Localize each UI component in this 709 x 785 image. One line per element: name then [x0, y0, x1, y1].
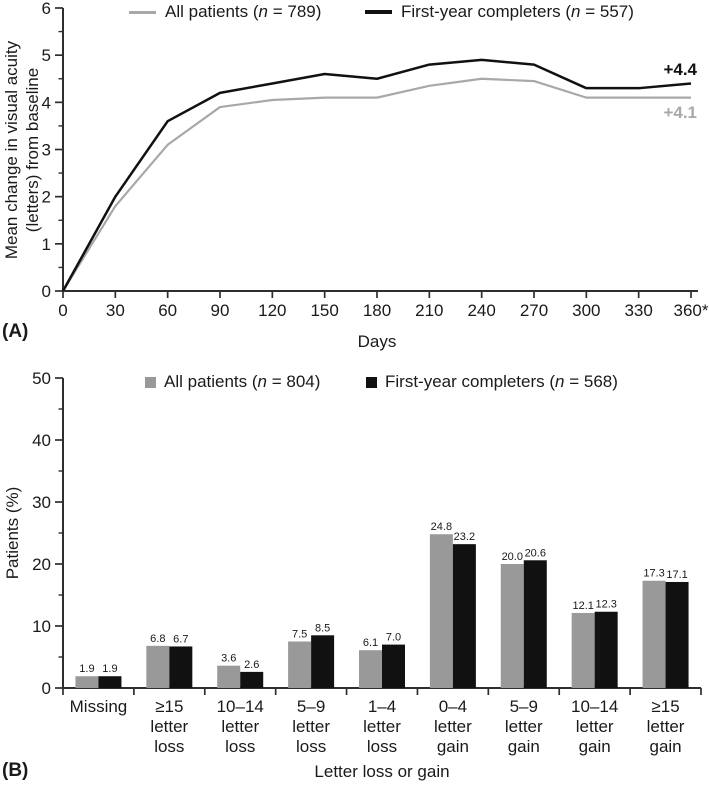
svg-text:20.0: 20.0: [502, 551, 523, 563]
panel-a-x-axis-title: Days: [357, 332, 397, 351]
svg-text:3.6: 3.6: [221, 653, 236, 665]
svg-text:17.1: 17.1: [666, 569, 687, 581]
svg-text:210: 210: [415, 301, 443, 320]
svg-text:5: 5: [42, 46, 51, 65]
svg-text:20: 20: [32, 555, 51, 574]
end-value-all-patients: +4.1: [663, 103, 697, 122]
svg-text:360*: 360*: [674, 301, 709, 320]
svg-text:240: 240: [467, 301, 495, 320]
svg-text:300: 300: [572, 301, 600, 320]
svg-text:3: 3: [42, 141, 51, 160]
svg-text:6.1: 6.1: [363, 637, 378, 649]
panel-b-x-axis-title: Letter loss or gain: [314, 762, 450, 781]
svg-text:7.0: 7.0: [386, 632, 401, 644]
panel-b-tag: (B): [2, 760, 29, 781]
legend-label: All patients (n = 789): [165, 2, 322, 21]
svg-text:120: 120: [258, 301, 286, 320]
panel-a-tag: (A): [2, 321, 29, 342]
svg-text:8.5: 8.5: [315, 622, 330, 634]
legend-label: First-year completers (n = 568): [385, 372, 618, 391]
gray-line-swatch: [129, 10, 156, 14]
svg-text:4: 4: [42, 93, 51, 112]
legend-label: All patients (n = 804): [164, 372, 321, 391]
svg-text:6.8: 6.8: [150, 633, 165, 645]
svg-text:0: 0: [58, 301, 67, 320]
panel-b-y-axis-label: Patients (%): [3, 486, 22, 580]
svg-text:1.9: 1.9: [102, 663, 117, 675]
svg-text:6.7: 6.7: [173, 633, 188, 645]
svg-text:10: 10: [32, 617, 51, 636]
svg-text:0: 0: [42, 282, 51, 301]
svg-text:20.6: 20.6: [525, 547, 546, 559]
svg-text:24.8: 24.8: [431, 521, 452, 533]
svg-text:0: 0: [42, 679, 51, 698]
legend-item-completers-a: First-year completers (n = 557): [365, 2, 634, 22]
svg-text:180: 180: [363, 301, 391, 320]
svg-text:40: 40: [32, 431, 51, 450]
svg-text:270: 270: [520, 301, 548, 320]
end-value-completers: +4.4: [663, 60, 697, 79]
svg-text:1.9: 1.9: [79, 663, 94, 675]
black-line-swatch: [365, 10, 392, 14]
legend-item-all-patients-b: All patients (n = 804): [145, 372, 320, 392]
svg-text:Missing: Missing: [70, 697, 128, 716]
svg-text:12.1: 12.1: [572, 600, 593, 612]
svg-text:2.6: 2.6: [244, 659, 259, 671]
svg-text:330: 330: [624, 301, 652, 320]
svg-text:50: 50: [32, 369, 51, 388]
svg-text:1: 1: [42, 235, 51, 254]
legend-item-all-patients-a: All patients (n = 789): [129, 2, 321, 22]
svg-text:30: 30: [32, 493, 51, 512]
panel-a-y-axis-label: Mean change in visual acuity (letters) f…: [2, 40, 42, 260]
svg-text:17.3: 17.3: [643, 568, 664, 580]
svg-text:23.2: 23.2: [454, 531, 475, 543]
svg-text:7.5: 7.5: [292, 629, 307, 641]
svg-text:12.3: 12.3: [595, 599, 616, 611]
black-square-swatch: [366, 376, 377, 388]
svg-text:90: 90: [211, 301, 230, 320]
svg-text:60: 60: [158, 301, 177, 320]
legend-item-completers-b: First-year completers (n = 568): [366, 372, 618, 392]
svg-text:150: 150: [310, 301, 338, 320]
gray-square-swatch: [145, 376, 156, 388]
svg-text:30: 30: [106, 301, 125, 320]
svg-text:2: 2: [42, 188, 51, 207]
svg-text:6: 6: [42, 0, 51, 18]
legend-label: First-year completers (n = 557): [401, 2, 634, 21]
panel-b-bar-chart: 0 10 20 30 40 50 1.9 1.9 Missing 6.8 6.7 ≥15 letter l…: [32, 369, 702, 756]
